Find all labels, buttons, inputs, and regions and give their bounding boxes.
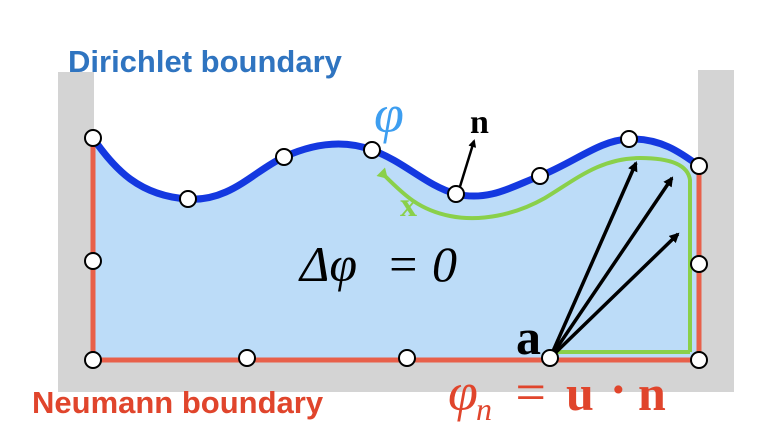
dirichlet-label: Dirichlet boundary [68,44,343,79]
neumann-equals: = [512,362,548,422]
node [238,349,256,367]
node [620,130,638,148]
normal-label: n [470,104,489,141]
right-wall [698,70,734,392]
normal-vector-arrow [456,139,477,194]
neumann-phi: φ [448,362,478,422]
node [363,141,381,159]
left-wall [58,72,94,392]
neumann-dot: · [610,361,627,417]
neumann-label: Neumann boundary [32,385,324,420]
green-contour [376,155,692,352]
fluid-region [93,138,699,360]
node [541,349,559,367]
neumann-subscript: n [476,391,492,427]
node [179,190,197,208]
node [84,252,102,270]
source-rays [548,161,680,360]
laplace-equation: Δφ = 0 [298,236,457,292]
node [84,351,102,369]
laplace-eq: = [386,236,420,292]
neumann-n: n [638,365,666,421]
node [398,349,416,367]
tank-walls [58,70,734,392]
node [275,148,293,166]
phi-label: φ [374,84,404,144]
neumann-equation: φ n = u · n [448,361,666,427]
node [690,255,708,273]
node [447,185,465,203]
node [84,129,102,147]
ray-2 [548,176,674,359]
laplace-lhs: Δφ [298,236,357,292]
node [690,351,708,369]
laplace-rhs: 0 [432,236,457,292]
boundary-nodes [84,129,708,369]
node [690,157,708,175]
ray-1 [548,161,638,359]
node [531,167,549,185]
ray-3 [548,232,680,360]
x-label: x [400,187,417,224]
source-point-label: a [516,309,541,365]
neumann-u: u [566,365,594,421]
bottom-wall [58,360,734,392]
